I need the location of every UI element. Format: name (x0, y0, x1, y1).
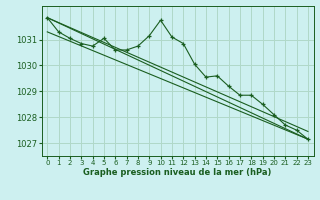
X-axis label: Graphe pression niveau de la mer (hPa): Graphe pression niveau de la mer (hPa) (84, 168, 272, 177)
